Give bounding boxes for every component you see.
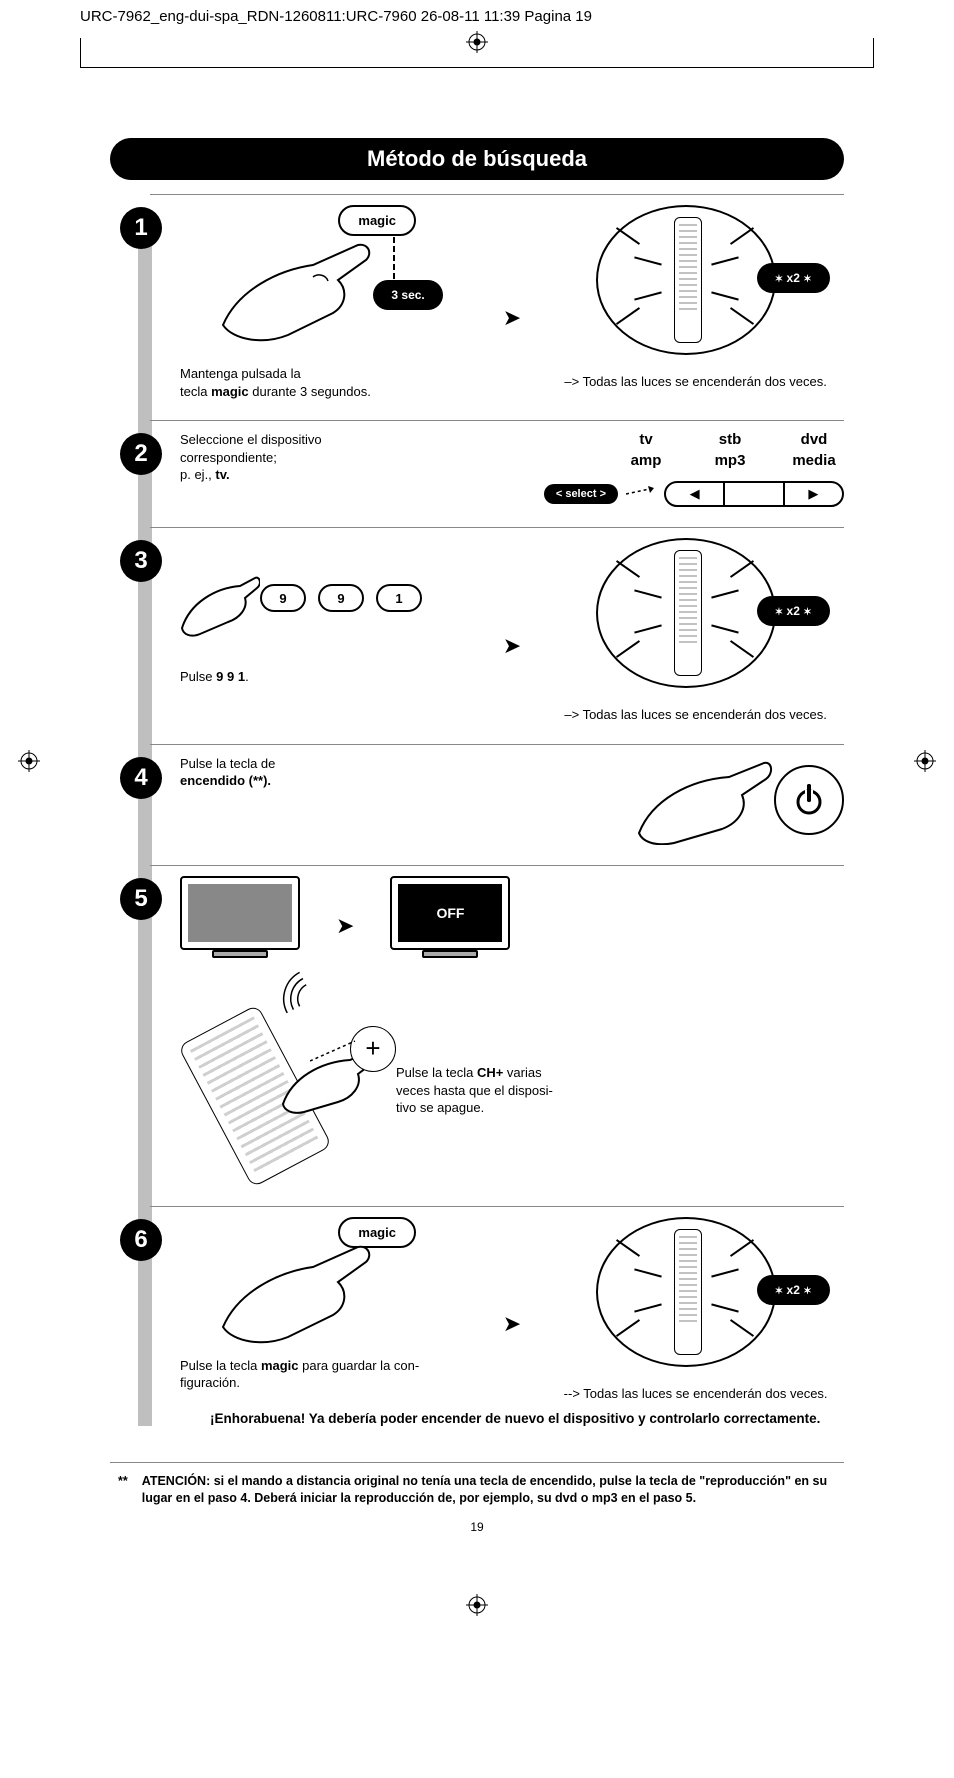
remote-icon — [674, 1229, 702, 1355]
tv-on-icon — [180, 876, 300, 950]
dashed-arrow-icon — [626, 484, 656, 504]
power-icon — [792, 783, 826, 817]
remote-icon — [674, 217, 702, 343]
step-1-caption: Mantenga pulsada la tecla magic durante … — [180, 365, 477, 400]
step-6-result: --> Todas las luces se encenderán dos ve… — [547, 1385, 844, 1403]
remote-blink-illustration: ✶ x2 ✶ — [596, 205, 796, 365]
device-rocker: ◀ ▶ — [664, 481, 844, 507]
step-6-number: 6 — [120, 1219, 162, 1261]
step-2-caption: Seleccione el dispositivo correspondient… — [180, 431, 502, 484]
step-5-tv-row: ➤ OFF — [180, 876, 510, 956]
step-2: 2 Seleccione el dispositivo correspondie… — [150, 420, 844, 527]
arrow-icon: ➤ — [330, 913, 360, 939]
step-2-number: 2 — [120, 433, 162, 475]
hand-icon — [218, 235, 378, 345]
step-4-caption: Pulse la tecla de encendido (**). — [180, 755, 502, 790]
congrats-text: ¡Enhorabuena! Ya debería poder encender … — [210, 1410, 844, 1428]
signal-icon — [266, 965, 322, 1022]
digit-button: 1 — [376, 584, 422, 612]
step-4: 4 Pulse la tecla de encendido (**). — [150, 744, 844, 865]
step-5: 5 ➤ OFF — [150, 865, 844, 1206]
step-1-result: –> Todas las luces se encenderán dos vec… — [547, 373, 844, 391]
step-1-illustration: magic 3 sec. — [218, 205, 438, 355]
footnote: ** ATENCIÓN: si el mando a distancia ori… — [110, 1463, 844, 1506]
step-3-number: 3 — [120, 540, 162, 582]
arrow-icon: ➤ — [497, 633, 527, 659]
step-3-caption: Pulse 9 9 1. — [180, 668, 477, 686]
digit-button: 9 — [318, 584, 364, 612]
select-rocker-row: < select > ◀ ▶ — [544, 481, 844, 507]
dashed-line — [310, 1036, 360, 1066]
step-3-illustration: 9 9 1 — [180, 538, 477, 658]
dashed-connector — [393, 237, 395, 279]
registration-mark-right — [914, 750, 936, 775]
hand-icon — [634, 755, 774, 845]
registration-mark-left — [18, 750, 40, 775]
step-1: 1 magic 3 sec. — [150, 194, 844, 420]
print-header: URC-7962_eng-dui-spa_RDN-1260811:URC-796… — [0, 0, 954, 29]
page-number: 19 — [110, 1520, 844, 1534]
tv-off-icon: OFF — [390, 876, 510, 950]
remote-blink-illustration: ✶ x2 ✶ — [596, 1217, 796, 1377]
registration-mark-bottom — [0, 1554, 954, 1621]
step-6: 6 magic Pulse la tecla magic — [150, 1206, 844, 1457]
magic-button: magic — [338, 205, 416, 236]
x2-badge: ✶ x2 ✶ — [757, 596, 830, 626]
step-6-caption: Pulse la tecla magic para guardar la con… — [180, 1357, 477, 1392]
remote-blink-illustration: ✶ x2 ✶ — [596, 538, 796, 698]
rocker-right: ▶ — [785, 483, 842, 505]
step-4-illustration — [522, 755, 844, 845]
step-5-remote-row: + Pulse la tecla CH+ varias veces hasta … — [180, 986, 553, 1186]
rocker-left: ◀ — [666, 483, 725, 505]
registration-mark-top — [0, 29, 954, 58]
step-6-illustration: magic — [218, 1217, 438, 1347]
step-5-caption: Pulse la tecla CH+ varias veces hasta qu… — [396, 1064, 553, 1117]
duration-badge: 3 sec. — [373, 280, 442, 310]
hand-icon — [180, 568, 260, 638]
step-5-number: 5 — [120, 878, 162, 920]
hand-icon — [218, 1237, 378, 1347]
step-4-number: 4 — [120, 757, 162, 799]
x2-badge: ✶ x2 ✶ — [757, 263, 830, 293]
power-button — [774, 765, 844, 835]
step-1-number: 1 — [120, 207, 162, 249]
footnote-marker: ** — [118, 1473, 128, 1506]
step-3: 3 9 9 1 Pulse 9 9 1. — [150, 527, 844, 744]
step-3-result: –> Todas las luces se encenderán dos vec… — [547, 706, 844, 724]
select-label: < select > — [544, 484, 618, 504]
device-labels: tv stb dvd amp mp3 media — [616, 431, 844, 469]
section-title: Método de búsqueda — [110, 138, 844, 180]
remote-icon — [674, 550, 702, 676]
arrow-icon: ➤ — [497, 1311, 527, 1337]
digit-button: 9 — [260, 584, 306, 612]
crop-marks-top — [80, 58, 874, 68]
arrow-icon: ➤ — [497, 305, 527, 331]
footnote-text: ATENCIÓN: si el mando a distancia origin… — [142, 1473, 844, 1506]
x2-badge: ✶ x2 ✶ — [757, 1275, 830, 1305]
